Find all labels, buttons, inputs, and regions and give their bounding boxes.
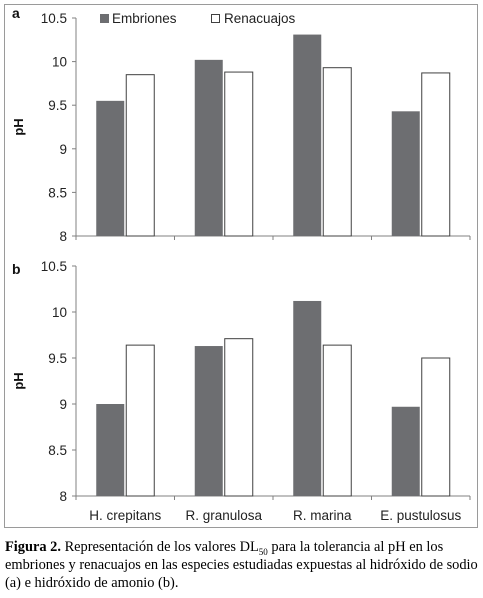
caption-text-after-sub: para la tolerancia al pH en los embrione… (5, 539, 478, 591)
legend-swatch-renacuajos (211, 14, 220, 23)
y-tick-label: 10.5 (41, 11, 67, 26)
y-tick-label: 10.5 (41, 259, 67, 274)
bar-embriones (391, 406, 420, 496)
y-tick-label: 8.5 (48, 185, 67, 200)
panel-letter: a (12, 5, 20, 21)
x-category-label: E. pustulosus (380, 508, 461, 523)
bar-renacuajos (125, 344, 155, 497)
bar-renacuajos (322, 344, 352, 497)
x-category-label: R. granulosa (185, 508, 262, 523)
y-axis-label: pH (11, 372, 26, 389)
legend-label-embriones: Embriones (112, 11, 177, 26)
bar-renacuajos (125, 74, 155, 237)
y-tick-label: 8.5 (48, 443, 67, 458)
legend-swatch-embriones (100, 14, 109, 23)
x-category-label: H. crepitans (89, 508, 161, 523)
bar-renacuajos (322, 67, 352, 237)
bar-embriones (293, 300, 322, 496)
y-tick-label: 9.5 (48, 98, 67, 113)
caption-subscript: 50 (258, 546, 268, 557)
y-tick-label: 8 (59, 489, 67, 504)
bar-renacuajos (224, 338, 254, 497)
bar-embriones (194, 346, 223, 496)
bar-embriones (194, 59, 223, 236)
y-tick-label: 10 (52, 55, 67, 70)
bar-embriones (96, 404, 125, 496)
y-tick-label: 9.5 (48, 351, 67, 366)
bar-embriones (391, 111, 420, 236)
y-tick-label: 9 (59, 397, 67, 412)
bar-renacuajos (224, 71, 254, 237)
y-tick-label: 10 (52, 305, 67, 320)
legend-label-renacuajos: Renacuajos (224, 11, 296, 26)
x-category-label: R. marina (293, 508, 352, 523)
panel-a: a pH 8 8.5 9 9.5 10 10.5 (11, 5, 471, 244)
bar-embriones (293, 34, 322, 237)
caption-text-before-sub: Representación de los valores DL (60, 539, 259, 555)
y-tick-label: 9 (59, 142, 67, 157)
panel-letter: b (12, 261, 21, 277)
legend: Embriones Renacuajos (100, 11, 296, 26)
bar-embriones (96, 100, 125, 236)
bar-renacuajos (421, 357, 451, 497)
bar-renacuajos (421, 72, 451, 237)
y-tick-label: 8 (59, 229, 67, 244)
panel-b: b pH 8 8.5 9 9.5 10 10.5 H. crepitans R. granulos… (11, 259, 471, 523)
y-axis-label: pH (11, 118, 26, 135)
figure-caption: Figura 2. Representación de los valores … (5, 538, 479, 592)
caption-label: Figura 2. (5, 539, 61, 555)
